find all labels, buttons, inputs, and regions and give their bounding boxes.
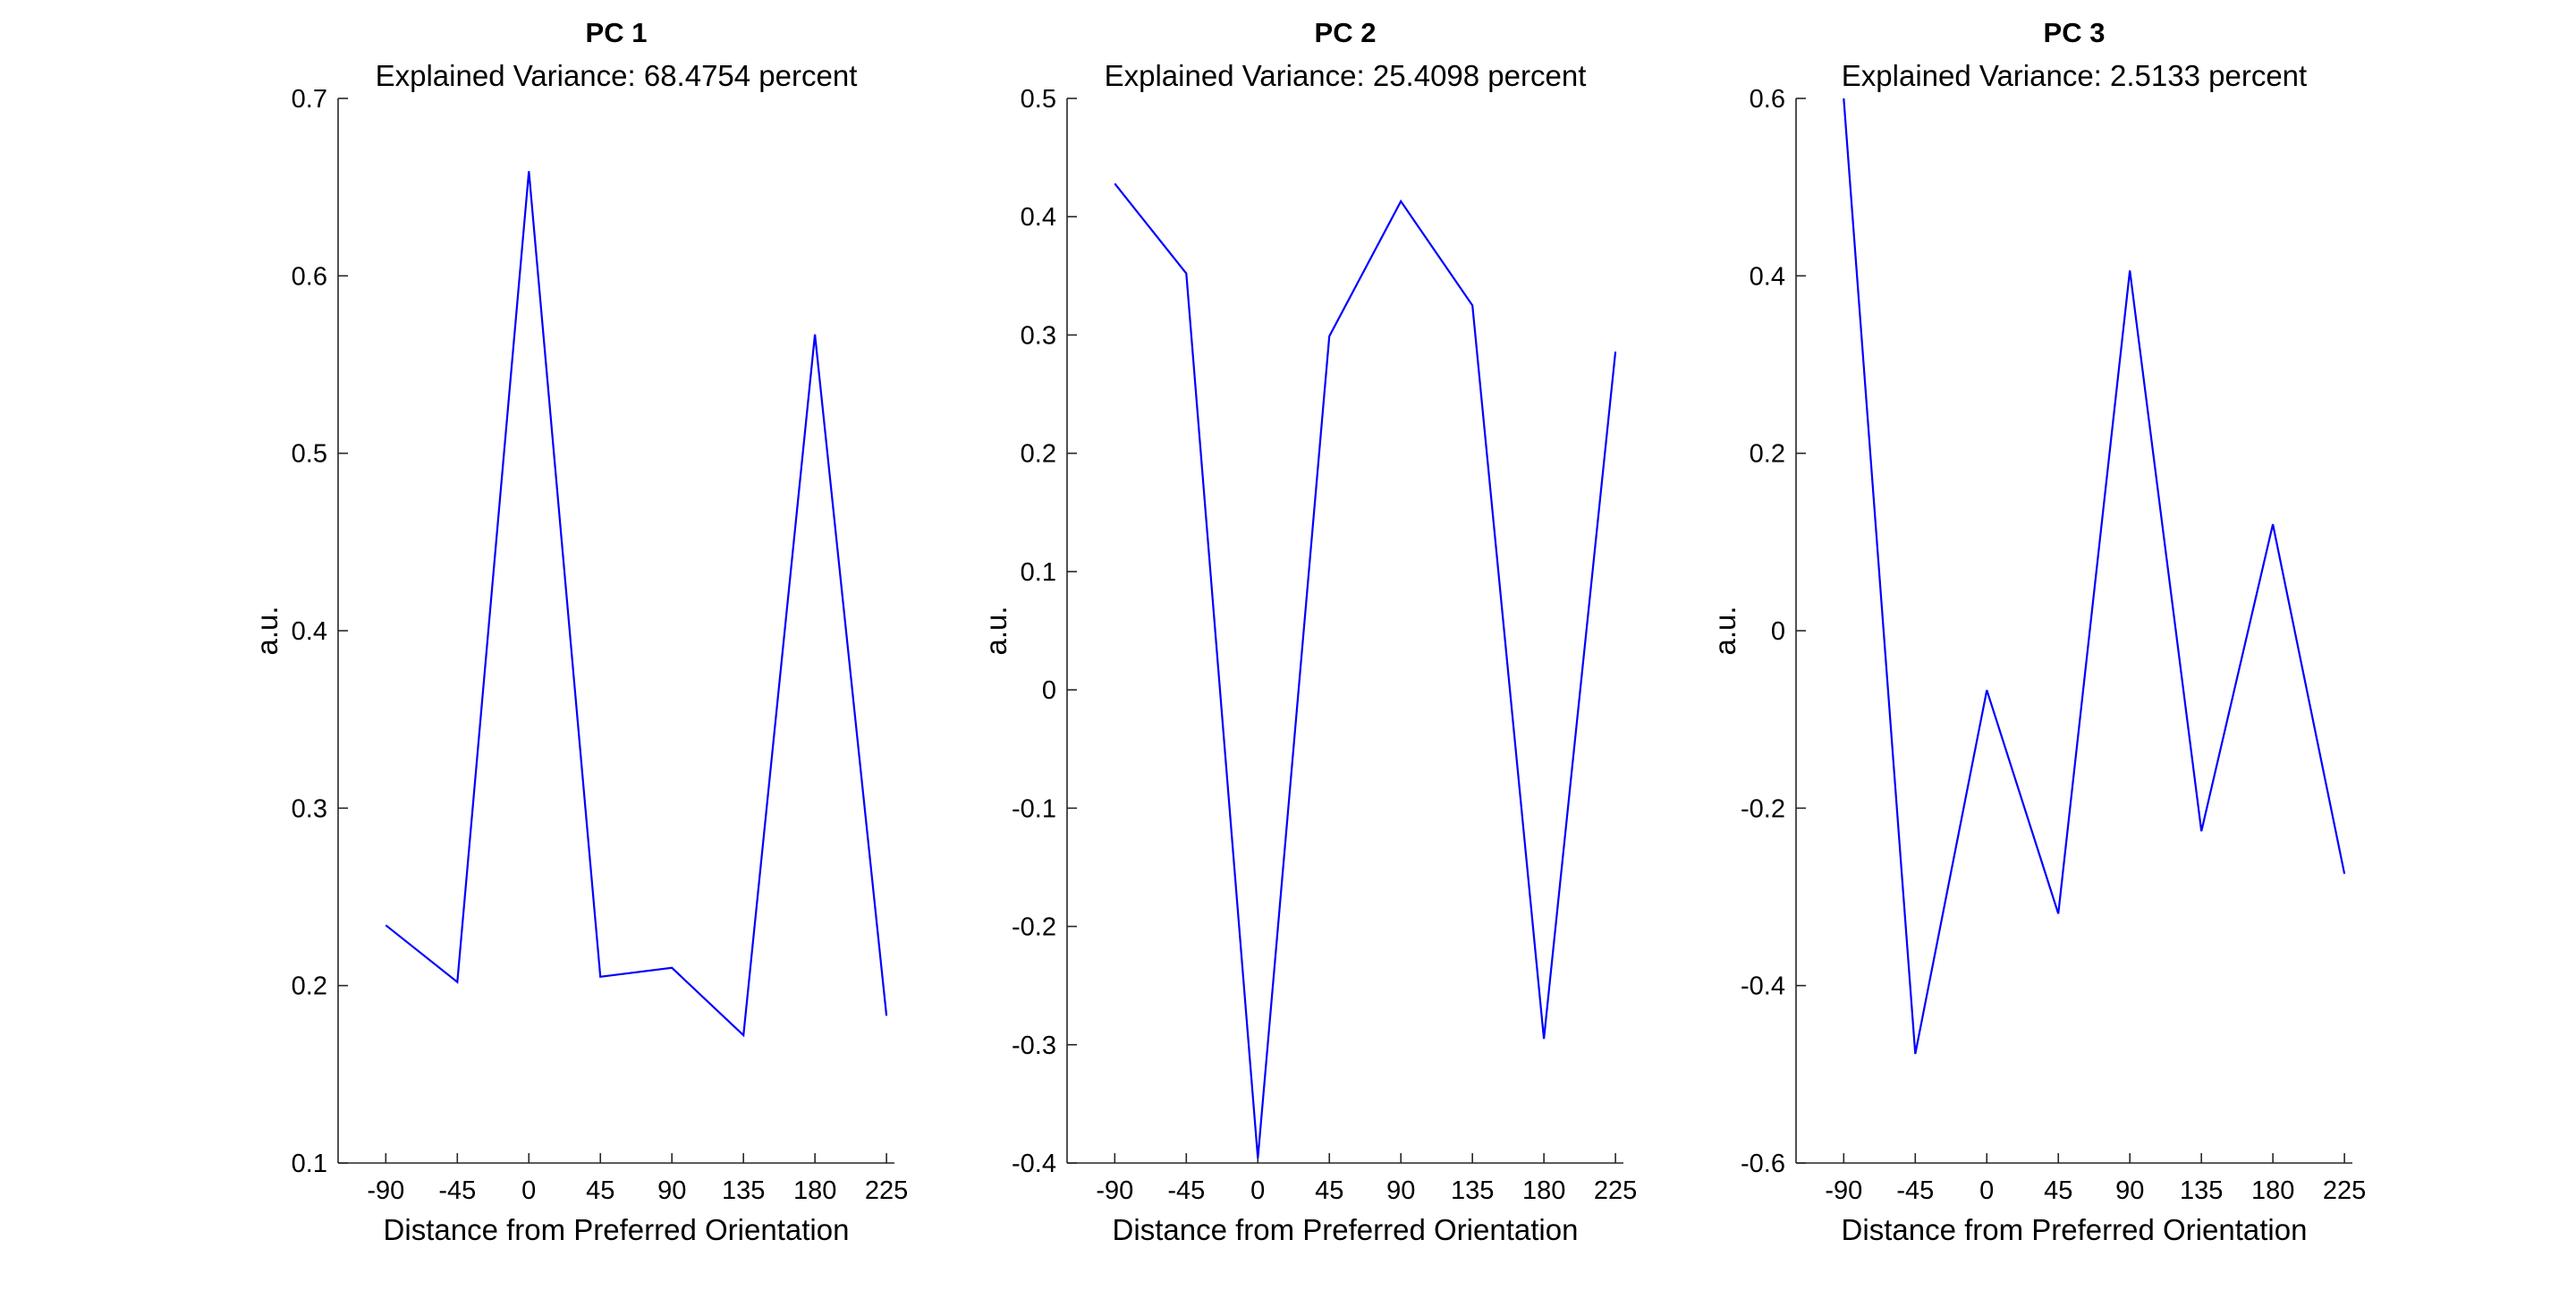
- pc1-y-tick-label: 0.4: [292, 617, 327, 646]
- pc1-y-tick-label: 0.6: [292, 262, 327, 291]
- pc1-panel: PC 1 Explained Variance: 68.4754 percent…: [250, 17, 908, 1246]
- pc1-x-tick-label: 225: [865, 1176, 908, 1205]
- pc2-y-tick-label: -0.4: [1012, 1150, 1056, 1178]
- pc2-series-line: [1114, 183, 1617, 1159]
- pc3-x-tick-label: 90: [2115, 1176, 2144, 1205]
- pc2-x-tick-label: 135: [1451, 1176, 1494, 1205]
- pc3-x-axis-label: Distance from Preferred Orientation: [1842, 1213, 2308, 1246]
- pc1-x-tick-label: 0: [521, 1176, 536, 1205]
- pc3-y-axis-label: a.u.: [1708, 606, 1741, 655]
- pc1-x-tick-label: 180: [793, 1176, 836, 1205]
- pc2-x-tick-label: 0: [1250, 1176, 1265, 1205]
- pc2-x-tick-label: 45: [1315, 1176, 1343, 1205]
- pc1-y-tick-label: 0.5: [292, 440, 327, 469]
- pc2-y-tick-label: -0.3: [1012, 1032, 1056, 1060]
- pc2-y-tick-label: -0.1: [1012, 794, 1056, 823]
- pc3-y-tick-label: 0.6: [1750, 85, 1785, 114]
- pc1-x-axis-label: Distance from Preferred Orientation: [384, 1213, 850, 1246]
- pc2-x-axis-label: Distance from Preferred Orientation: [1113, 1213, 1579, 1246]
- pc2-y-tick-label: 0.4: [1021, 203, 1056, 232]
- pc1-title: PC 1: [586, 17, 648, 48]
- pc1-x-tick-label: 135: [722, 1176, 765, 1205]
- pc2-y-tick-label: 0.1: [1021, 558, 1056, 587]
- pc1-x-tick-label: 45: [586, 1176, 614, 1205]
- pc1-y-tick-label: 0.7: [292, 85, 327, 114]
- pc2-x-tick-label: -90: [1096, 1176, 1133, 1205]
- pc2-title: PC 2: [1315, 17, 1377, 48]
- pc3-panel: PC 3 Explained Variance: 2.5133 percent …: [1708, 17, 2366, 1246]
- pc1-y-tick-label: 0.2: [292, 972, 327, 1001]
- pc2-subtitle: Explained Variance: 25.4098 percent: [1105, 59, 1587, 92]
- pc3-y-tick-label: -0.6: [1741, 1150, 1785, 1178]
- pc2-x-tick-label: -45: [1167, 1176, 1205, 1205]
- pc1-x-tick-label: -45: [438, 1176, 476, 1205]
- pc3-y-tick-label: -0.2: [1741, 794, 1785, 823]
- pc2-x-tick-label: 90: [1386, 1176, 1415, 1205]
- pc1-subtitle: Explained Variance: 68.4754 percent: [376, 59, 858, 92]
- pc3-x-tick-label: 180: [2251, 1176, 2294, 1205]
- pc1-x-tick-label: -90: [367, 1176, 404, 1205]
- pc3-x-tick-label: 0: [1979, 1176, 1994, 1205]
- pc1-y-tick-label: 0.1: [292, 1150, 327, 1178]
- pc3-x-tick-label: 45: [2044, 1176, 2072, 1205]
- pc3-x-tick-label: -45: [1896, 1176, 1934, 1205]
- pc3-y-tick-label: 0: [1771, 617, 1785, 646]
- pc2-y-tick-label: -0.2: [1012, 913, 1056, 942]
- pc3-x-tick-label: 225: [2323, 1176, 2366, 1205]
- pc3-x-tick-label: 135: [2180, 1176, 2223, 1205]
- pc2-y-tick-label: 0: [1042, 676, 1056, 705]
- pc2-y-tick-label: 0.5: [1021, 85, 1056, 114]
- pc2-x-tick-label: 180: [1522, 1176, 1565, 1205]
- pc3-x-tick-label: -90: [1825, 1176, 1862, 1205]
- pc3-subtitle: Explained Variance: 2.5133 percent: [1842, 59, 2307, 92]
- pc3-y-tick-label: -0.4: [1741, 972, 1785, 1001]
- pc1-series-line: [385, 171, 888, 1038]
- pc2-x-tick-label: 225: [1594, 1176, 1637, 1205]
- pc2-y-tick-label: 0.2: [1021, 440, 1056, 469]
- pc3-y-tick-label: 0.4: [1750, 262, 1785, 291]
- pc3-y-tick-label: 0.2: [1750, 440, 1785, 469]
- pc2-y-axis-label: a.u.: [979, 606, 1013, 655]
- pc2-y-tick-label: 0.3: [1021, 321, 1056, 350]
- pc2-panel: PC 2 Explained Variance: 25.4098 percent…: [979, 17, 1637, 1246]
- pc1-y-tick-label: 0.3: [292, 794, 327, 823]
- pc3-title: PC 3: [2044, 17, 2106, 48]
- pc1-y-axis-label: a.u.: [250, 606, 284, 655]
- pc1-x-tick-label: 90: [657, 1176, 686, 1205]
- pc3-series-line: [1843, 98, 2346, 1055]
